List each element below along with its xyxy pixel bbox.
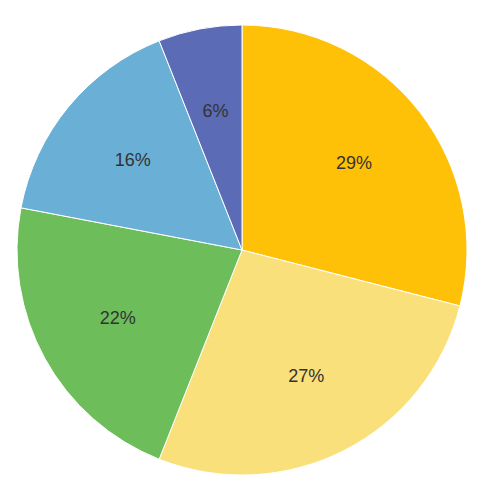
- svg-text:22%: 22%: [100, 308, 136, 328]
- svg-text:16%: 16%: [115, 150, 151, 170]
- svg-text:6%: 6%: [202, 101, 228, 121]
- svg-text:29%: 29%: [336, 153, 372, 173]
- svg-text:27%: 27%: [288, 366, 324, 386]
